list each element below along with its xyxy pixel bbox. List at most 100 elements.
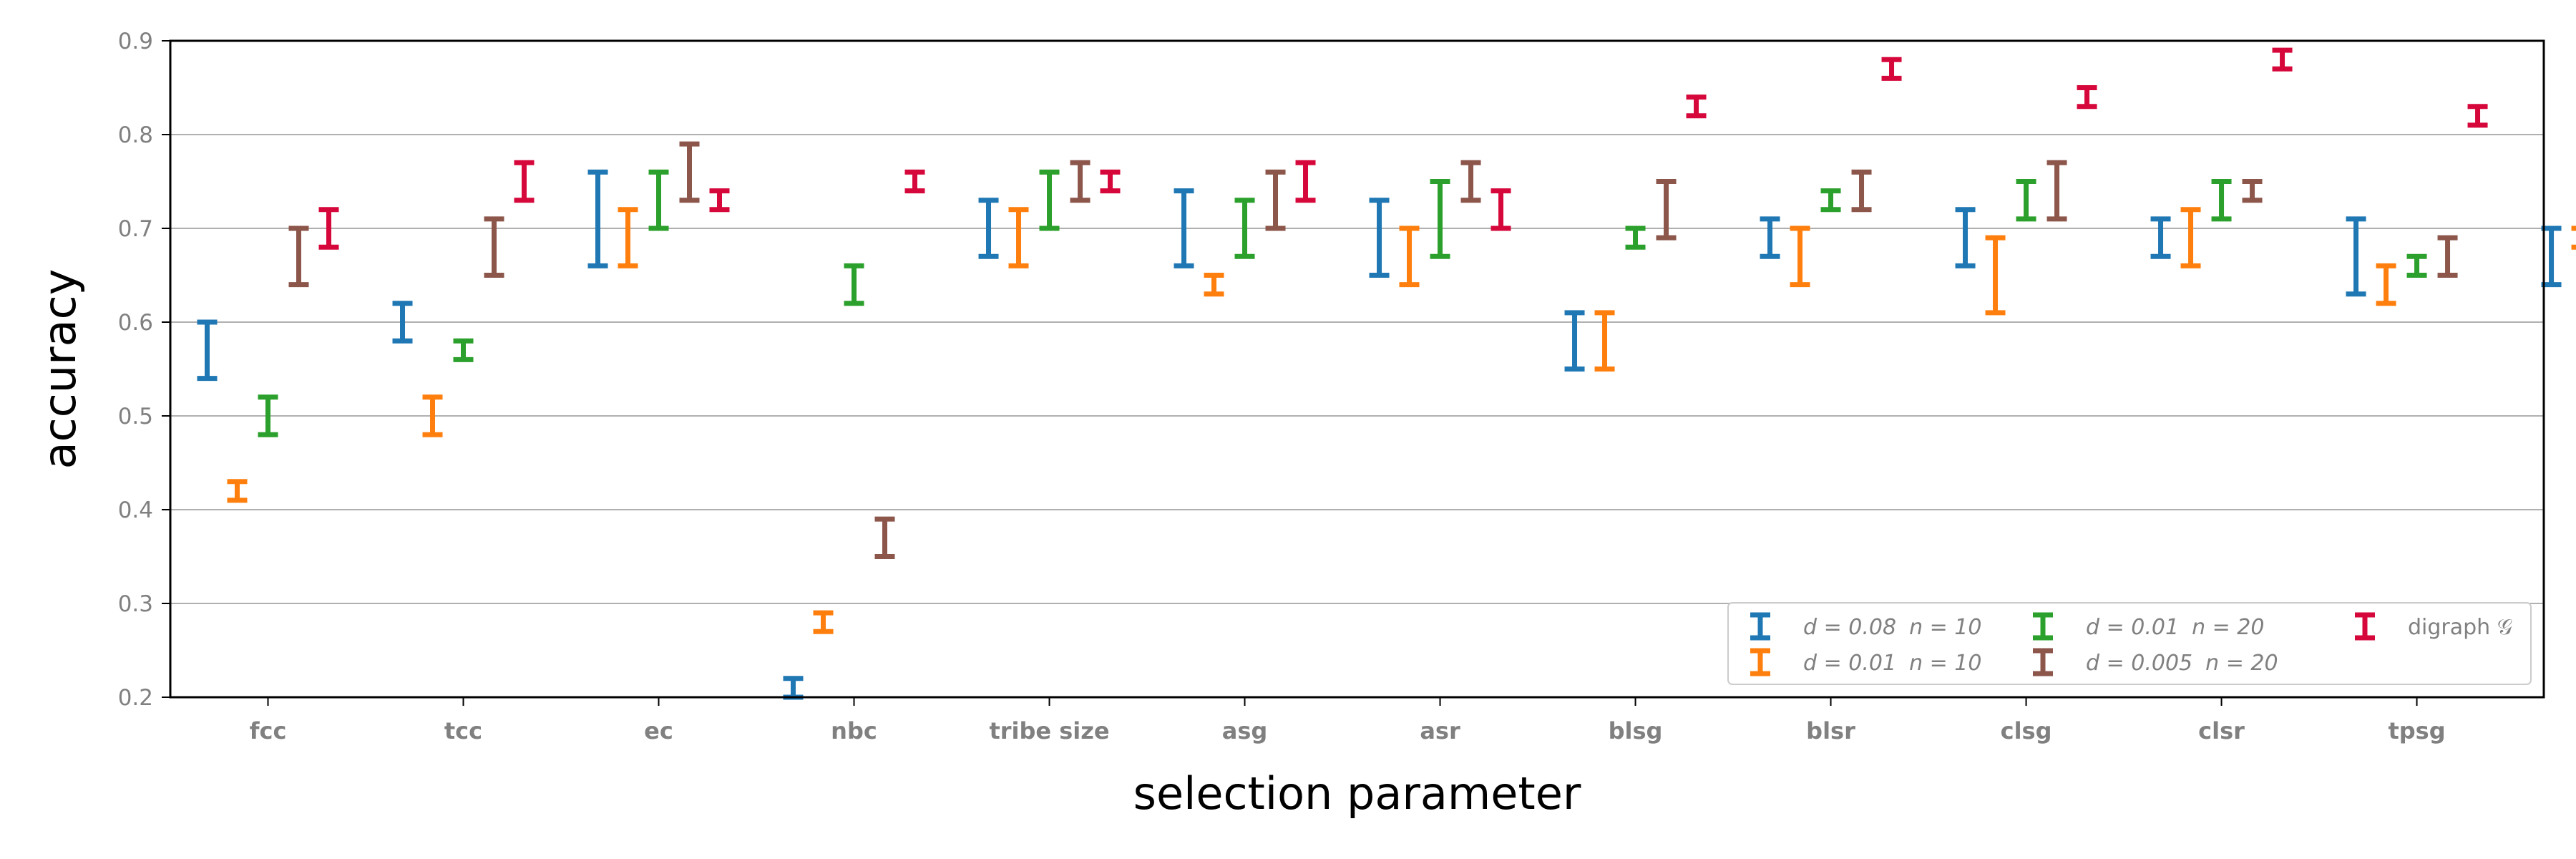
y-tick-label: 0.3 (118, 591, 153, 617)
error-bar (1881, 57, 1902, 81)
error-bar (783, 676, 804, 700)
legend-label: d = 0.005 n = 20 (2086, 651, 2278, 676)
x-axis-label: selection parameter (1133, 767, 1581, 820)
legend-label: d = 0.01 n = 10 (1803, 651, 1981, 676)
y-tick-label: 0.9 (118, 29, 153, 54)
error-bar (1295, 160, 1316, 203)
error-bar (2406, 253, 2427, 278)
error-bar (1100, 169, 1121, 194)
error-bar (904, 169, 925, 194)
error-bar (1234, 198, 1255, 259)
x-tick-label: blsg (1609, 717, 1663, 744)
x-tick-label: tribe size (989, 717, 1109, 744)
error-bar (2467, 104, 2488, 128)
legend-entry: d = 0.01 n = 10 (1750, 648, 1981, 676)
x-tick-label: asr (1420, 717, 1460, 744)
error-bar (197, 319, 218, 382)
error-bar (1790, 225, 1810, 288)
x-tick-label: ec (644, 717, 673, 744)
error-bar (258, 394, 278, 437)
error-bar (2437, 235, 2458, 278)
x-tick-label: clsg (2001, 717, 2052, 744)
error-bar (648, 169, 669, 231)
error-bar (1369, 198, 1390, 278)
error-bar (1430, 179, 1450, 259)
legend-entry: d = 0.08 n = 10 (1750, 612, 1981, 641)
error-bar (514, 160, 535, 203)
axis-ticks: 0.2 0.3 0.4 0.5 0.6 0.7 0.8 0.9 fcc tcc ec nbc tribe… (118, 29, 2446, 744)
error-bar (978, 198, 999, 259)
error-bar (227, 479, 248, 503)
error-bar (318, 207, 339, 250)
error-bar (392, 301, 413, 344)
x-tick-label: fcc (250, 717, 287, 744)
x-tick-label: clsr (2198, 717, 2245, 744)
error-bar (874, 516, 895, 559)
error-bar (1686, 94, 1707, 119)
error-bar (1851, 169, 1872, 213)
x-tick-label: nbc (831, 717, 877, 744)
legend-box (1727, 602, 2532, 685)
error-bar (2571, 225, 2576, 250)
error-bar (2272, 47, 2293, 72)
plot-frame (169, 39, 2545, 699)
y-axis-label: accuracy (34, 269, 86, 470)
x-tick-label: blsr (1806, 717, 1855, 744)
error-bar (1070, 160, 1091, 203)
error-bar (453, 338, 474, 362)
error-bar (1594, 310, 1615, 372)
error-bar (2150, 216, 2171, 259)
error-bar (1656, 179, 1677, 241)
y-tick-label: 0.6 (118, 310, 153, 336)
error-bar (1955, 207, 1976, 268)
error-bar (2211, 179, 2232, 222)
legend-entry: digraph 𝒢 (2355, 612, 2512, 641)
error-bar (484, 216, 504, 278)
gridlines (170, 134, 2544, 604)
y-tick-label: 0.2 (118, 685, 153, 711)
error-bar (1760, 216, 1780, 259)
error-bar (1174, 188, 1194, 268)
x-tick-label: tcc (444, 717, 482, 744)
error-bar (1008, 207, 1029, 268)
y-tick-label: 0.8 (118, 122, 153, 148)
error-bar (1399, 225, 1420, 288)
legend-entry: d = 0.01 n = 20 (2033, 612, 2264, 641)
legend-label: digraph 𝒢 (2408, 615, 2512, 640)
y-tick-label: 0.7 (118, 216, 153, 242)
error-bar (422, 394, 443, 437)
legend-label: d = 0.08 n = 10 (1803, 615, 1981, 640)
y-tick-label: 0.4 (118, 498, 153, 523)
error-bar (679, 141, 700, 203)
legend-label: d = 0.01 n = 20 (2086, 615, 2264, 640)
error-bar (1039, 169, 1060, 231)
error-bar (1491, 188, 1511, 231)
error-bar (2077, 85, 2097, 110)
error-bar (2242, 179, 2263, 203)
error-bar (1265, 169, 1286, 231)
error-bar (2016, 179, 2036, 222)
error-bar (1564, 310, 1585, 372)
error-bar (618, 207, 638, 268)
error-bar (1985, 235, 2006, 316)
legend-entry: d = 0.005 n = 20 (2033, 648, 2278, 676)
error-bar (2346, 216, 2366, 297)
error-bar (1820, 188, 1841, 213)
error-bar (844, 263, 864, 306)
x-tick-label: tpsg (2388, 717, 2445, 744)
x-tick-label: asg (1222, 717, 1268, 744)
error-bar (587, 169, 608, 268)
error-bar (813, 610, 834, 634)
error-bar (288, 225, 309, 288)
error-bar (1625, 225, 1646, 250)
legend: d = 0.08 n = 10 d = 0.01 n = 10 d = 0.01 n = … (1727, 602, 2532, 685)
error-bar (1204, 273, 1224, 297)
error-bar (2046, 160, 2067, 222)
y-tick-label: 0.5 (118, 404, 153, 430)
error-bars (197, 47, 2576, 700)
error-bar (709, 188, 730, 213)
error-bar (2180, 207, 2201, 268)
error-bar (1460, 160, 1481, 203)
error-bar (2376, 263, 2396, 306)
